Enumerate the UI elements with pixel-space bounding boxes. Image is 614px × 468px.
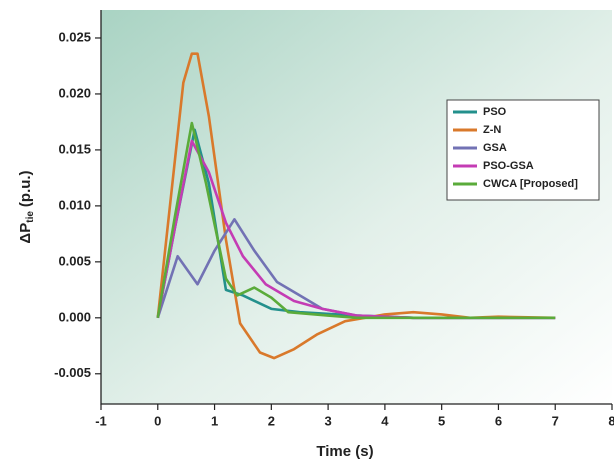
x-tick-label: 3 — [324, 413, 331, 428]
y-label-sub: tie — [25, 211, 36, 223]
y-tick-label: -0.005 — [54, 365, 91, 380]
legend-label: CWCA [Proposed] — [483, 178, 578, 190]
y-label-main: ΔP — [17, 223, 34, 244]
legend-label: GSA — [483, 142, 507, 154]
series-line — [156, 139, 556, 320]
x-tick-label: 0 — [154, 413, 161, 428]
legend-label: Z-N — [483, 124, 501, 136]
y-tick-label: 0.000 — [58, 309, 91, 324]
y-label-unit: (p.u.) — [17, 170, 34, 207]
x-tick-label: 4 — [381, 413, 389, 428]
legend: PSO Z-N GSA PSO-GSA CWCA [Proposed] — [446, 99, 600, 201]
x-tick-label: 5 — [438, 413, 445, 428]
series-line — [156, 52, 556, 360]
axes-frame — [100, 10, 612, 405]
y-tick-label: 0.020 — [58, 85, 91, 100]
x-axis-label: Time (s) — [316, 443, 373, 460]
y-tick-label: 0.005 — [58, 253, 91, 268]
x-tick-label: 7 — [552, 413, 559, 428]
x-tick-label: 1 — [211, 413, 218, 428]
y-tick-label: 0.015 — [58, 141, 91, 156]
x-tick-label: 8 — [608, 413, 614, 428]
x-tick-label: 6 — [495, 413, 502, 428]
series-line — [156, 121, 556, 320]
x-tick-label: -1 — [95, 413, 107, 428]
x-tick-label: 2 — [268, 413, 275, 428]
legend-label: PSO-GSA — [483, 160, 534, 172]
y-tick-label: 0.010 — [58, 197, 91, 212]
legend-label: PSO — [483, 106, 507, 118]
y-tick-label: 0.025 — [58, 29, 91, 44]
y-axis-label: ΔPtie (p.u.) — [17, 170, 36, 243]
